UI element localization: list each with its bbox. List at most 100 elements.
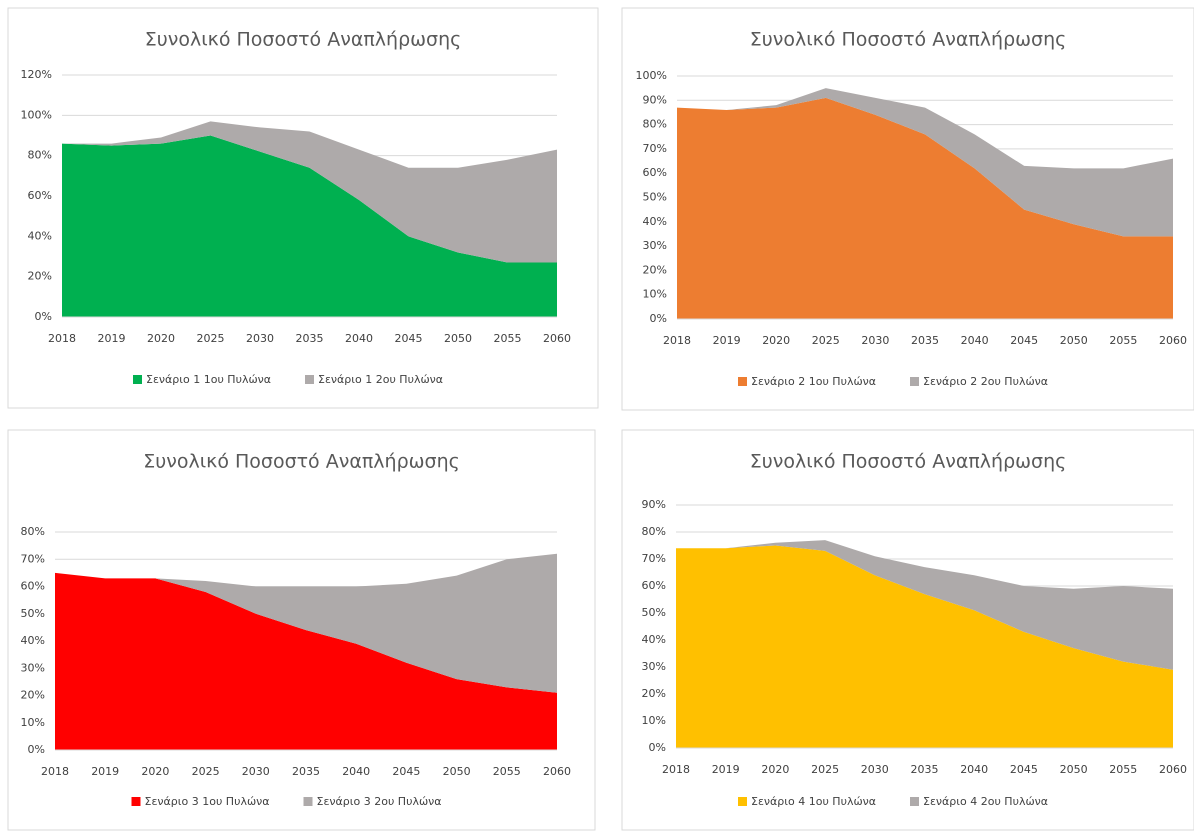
x-tick-label: 2030 xyxy=(861,763,889,776)
x-tick-label: 2055 xyxy=(1109,334,1137,347)
legend-swatch xyxy=(303,797,313,806)
area xyxy=(676,545,1173,748)
y-tick-label: 60% xyxy=(28,189,52,202)
x-tick-label: 2030 xyxy=(242,765,270,778)
y-tick-label: 90% xyxy=(642,498,666,511)
x-tick-label: 2055 xyxy=(494,332,522,345)
y-tick-label: 40% xyxy=(642,633,666,646)
x-tick-label: 2018 xyxy=(663,334,691,347)
y-tick-label: 70% xyxy=(642,552,666,565)
y-tick-label: 60% xyxy=(21,580,45,593)
y-tick-label: 40% xyxy=(21,634,45,647)
x-tick-label: 2040 xyxy=(961,334,989,347)
chart-title: Συνολικό Ποσοστό Αναπλήρωσης xyxy=(750,29,1067,51)
y-tick-label: 80% xyxy=(642,525,666,538)
y-tick-label: 20% xyxy=(643,263,667,276)
x-tick-label: 2030 xyxy=(861,334,889,347)
x-tick-label: 2025 xyxy=(197,332,225,345)
y-tick-label: 30% xyxy=(21,661,45,674)
area xyxy=(677,88,1173,237)
legend-swatch xyxy=(910,797,919,806)
y-tick-label: 40% xyxy=(28,229,52,242)
y-tick-label: 70% xyxy=(643,142,667,155)
y-tick-label: 0% xyxy=(35,310,52,323)
legend-label: Σενάριο 3 2ου Πυλώνα xyxy=(317,795,442,808)
x-tick-label: 2050 xyxy=(444,332,472,345)
y-tick-label: 0% xyxy=(649,741,666,754)
y-tick-label: 40% xyxy=(643,215,667,228)
x-tick-label: 2060 xyxy=(543,332,571,345)
y-tick-label: 50% xyxy=(21,607,45,620)
x-tick-label: 2025 xyxy=(192,765,220,778)
y-tick-label: 60% xyxy=(642,579,666,592)
legend-label: Σενάριο 1 1ου Πυλώνα xyxy=(146,373,271,386)
x-tick-label: 2035 xyxy=(911,763,939,776)
legend-swatch xyxy=(131,797,141,806)
chart-title: Συνολικό Ποσοστό Αναπλήρωσης xyxy=(143,451,460,473)
legend-label: Σενάριο 3 1ου Πυλώνα xyxy=(145,795,270,808)
chart-title: Συνολικό Ποσοστό Αναπλήρωσης xyxy=(145,29,462,51)
y-tick-label: 20% xyxy=(21,689,45,702)
y-tick-label: 10% xyxy=(643,288,667,301)
x-tick-label: 2018 xyxy=(48,332,76,345)
x-tick-label: 2045 xyxy=(1010,763,1038,776)
x-tick-label: 2050 xyxy=(1060,334,1088,347)
x-tick-label: 2050 xyxy=(1060,763,1088,776)
x-tick-label: 2055 xyxy=(1109,763,1137,776)
y-tick-label: 80% xyxy=(643,118,667,131)
area xyxy=(677,97,1173,320)
legend-label: Σενάριο 4 2ου Πυλώνα xyxy=(923,795,1048,808)
x-tick-label: 2019 xyxy=(91,765,119,778)
chart-title: Συνολικό Ποσοστό Αναπλήρωσης xyxy=(750,451,1067,473)
y-tick-label: 50% xyxy=(642,606,666,619)
x-tick-label: 2040 xyxy=(960,763,988,776)
x-tick-label: 2045 xyxy=(395,332,423,345)
x-tick-label: 2035 xyxy=(911,334,939,347)
y-tick-label: 100% xyxy=(21,108,52,121)
legend-label: Σενάριο 2 2ου Πυλώνα xyxy=(923,375,1048,388)
x-tick-label: 2060 xyxy=(1159,334,1187,347)
legend-swatch xyxy=(133,375,142,384)
y-tick-label: 0% xyxy=(650,312,667,325)
y-tick-label: 100% xyxy=(636,69,667,82)
legend-label: Σενάριο 2 1ου Πυλώνα xyxy=(751,375,876,388)
y-tick-label: 50% xyxy=(643,191,667,204)
y-tick-label: 30% xyxy=(643,239,667,252)
y-tick-label: 10% xyxy=(642,714,666,727)
x-tick-label: 2060 xyxy=(543,765,571,778)
x-tick-label: 2035 xyxy=(296,332,324,345)
legend-label: Σενάριο 1 2ου Πυλώνα xyxy=(318,373,443,386)
x-tick-label: 2020 xyxy=(761,763,789,776)
x-tick-label: 2045 xyxy=(1010,334,1038,347)
x-tick-label: 2050 xyxy=(443,765,471,778)
x-tick-label: 2060 xyxy=(1159,763,1187,776)
y-tick-label: 10% xyxy=(21,716,45,729)
x-tick-label: 2040 xyxy=(342,765,370,778)
x-tick-label: 2030 xyxy=(246,332,274,345)
legend-swatch xyxy=(910,377,919,386)
x-tick-label: 2020 xyxy=(141,765,169,778)
x-tick-label: 2019 xyxy=(98,332,126,345)
x-tick-label: 2020 xyxy=(762,334,790,347)
x-tick-label: 2040 xyxy=(345,332,373,345)
area xyxy=(62,121,557,263)
x-tick-label: 2035 xyxy=(292,765,320,778)
y-tick-label: 20% xyxy=(642,687,666,700)
y-tick-label: 80% xyxy=(28,149,52,162)
y-tick-label: 90% xyxy=(643,93,667,106)
x-tick-label: 2019 xyxy=(713,334,741,347)
x-tick-label: 2045 xyxy=(392,765,420,778)
y-tick-label: 80% xyxy=(21,525,45,538)
y-tick-label: 60% xyxy=(643,166,667,179)
x-tick-label: 2019 xyxy=(712,763,740,776)
x-tick-label: 2018 xyxy=(662,763,690,776)
x-tick-label: 2055 xyxy=(493,765,521,778)
x-tick-label: 2018 xyxy=(41,765,69,778)
legend-label: Σενάριο 4 1ου Πυλώνα xyxy=(751,795,876,808)
legend-swatch xyxy=(738,797,747,806)
area xyxy=(55,553,557,693)
area xyxy=(676,540,1173,670)
y-tick-label: 30% xyxy=(642,660,666,673)
area xyxy=(55,572,557,750)
